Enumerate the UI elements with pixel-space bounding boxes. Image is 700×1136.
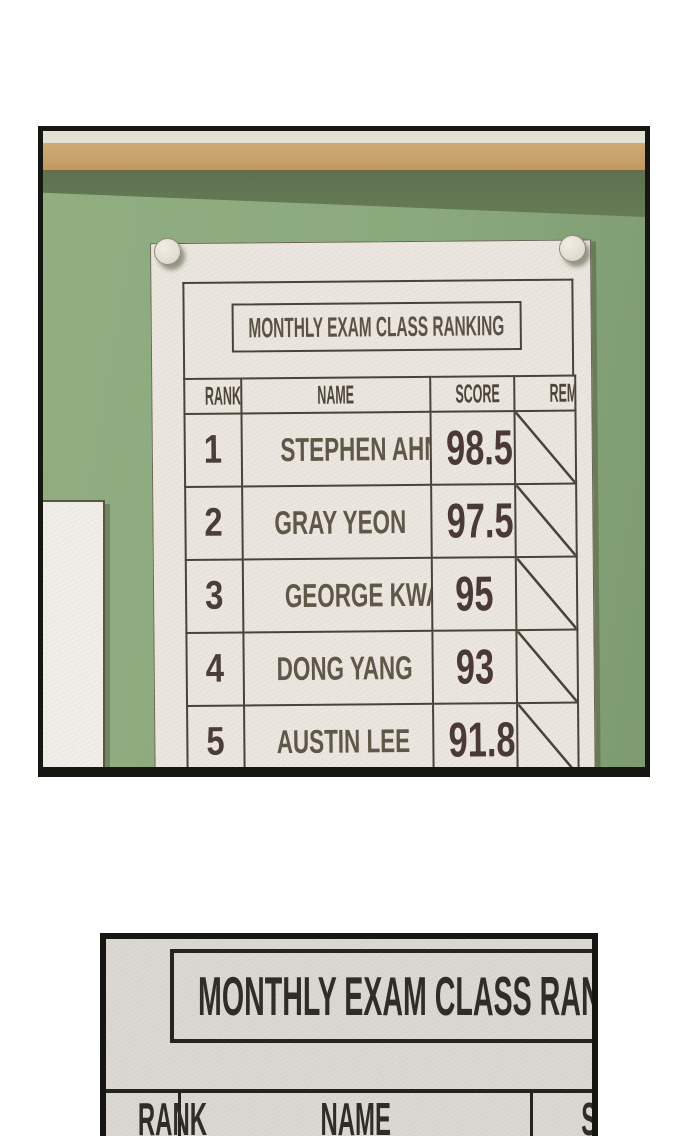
closeup-header-name: NAME: [320, 1093, 391, 1136]
col-header-score: SCORE: [455, 378, 500, 409]
closeup-column-divider: [178, 1093, 181, 1136]
table-row: 5 AUSTIN LEE 91.8: [187, 702, 579, 776]
remarks-slash-icon: [517, 558, 577, 630]
remarks-cell: [516, 629, 579, 704]
remarks-slash-icon: [518, 704, 578, 776]
panel-wall-scene: MONTHLY EXAM CLASS RANKING RANK NAME SCO…: [38, 126, 650, 777]
col-header-name: NAME: [317, 379, 355, 410]
poster-title-box: MONTHLY EXAM CLASS RANKING: [231, 301, 522, 353]
remarks-slash-icon: [515, 412, 575, 484]
score-value: 93: [455, 639, 495, 695]
col-header-remarks: REMARKS: [549, 377, 576, 408]
name-value: AUSTIN LEE: [276, 721, 411, 760]
remarks-cell: [515, 556, 578, 631]
remarks-cell: [515, 483, 577, 558]
remarks-cell: [514, 410, 577, 485]
remarks-slash-icon: [516, 485, 576, 557]
name-value: GEORGE KWAN: [284, 575, 433, 614]
table-row: 4 DONG YANG 93: [186, 629, 579, 706]
name-value: STEPHEN AHN: [280, 429, 432, 468]
score-value: 98.5: [445, 420, 514, 476]
rank-value: 5: [206, 719, 226, 764]
ranking-table: RANK NAME SCORE REMARKS 1 STEPHEN AHN 98…: [183, 375, 579, 776]
closeup-header-rank: RANK: [137, 1093, 207, 1136]
panel-poster-closeup: MONTHLY EXAM CLASS RANKING RANK NAME SCO…: [100, 933, 598, 1136]
col-header-rank: RANK: [204, 380, 242, 411]
push-pin-right-icon: [559, 235, 586, 262]
table-row: 1 STEPHEN AHN 98.5: [184, 410, 577, 487]
score-value: 97.5: [446, 493, 514, 549]
name-value: GRAY YEON: [274, 502, 407, 541]
poster-title: MONTHLY EXAM CLASS RANKING: [248, 309, 505, 343]
rank-value: 2: [204, 500, 224, 545]
side-paper-sheet: [43, 500, 105, 767]
wood-trim: [43, 143, 645, 172]
score-value: 91.8: [448, 712, 516, 768]
push-pin-left-icon: [154, 238, 181, 265]
name-value: DONG YANG: [276, 648, 413, 687]
rank-value: 3: [205, 573, 224, 618]
closeup-column-divider: [530, 1093, 533, 1136]
wall-molding-strip: [43, 131, 645, 143]
ranking-poster: MONTHLY EXAM CLASS RANKING RANK NAME SCO…: [150, 239, 597, 776]
closeup-header-score: SCORE: [581, 1093, 598, 1136]
score-value: 95: [454, 566, 494, 622]
table-row: 2 GRAY YEON 97.5: [185, 483, 577, 560]
closeup-paper: [106, 939, 592, 1136]
closeup-title: MONTHLY EXAM CLASS RANKING: [198, 965, 598, 1027]
table-row: 3 GEORGE KWAN 95: [185, 556, 578, 633]
remarks-slash-icon: [517, 631, 577, 703]
remarks-cell: [517, 702, 579, 776]
closeup-table-top-line: [106, 1089, 592, 1093]
table-header-row: RANK NAME SCORE REMARKS: [184, 375, 576, 414]
rank-value: 4: [205, 646, 225, 691]
closeup-title-box: MONTHLY EXAM CLASS RANKING: [170, 949, 598, 1043]
rank-value: 1: [203, 427, 223, 472]
